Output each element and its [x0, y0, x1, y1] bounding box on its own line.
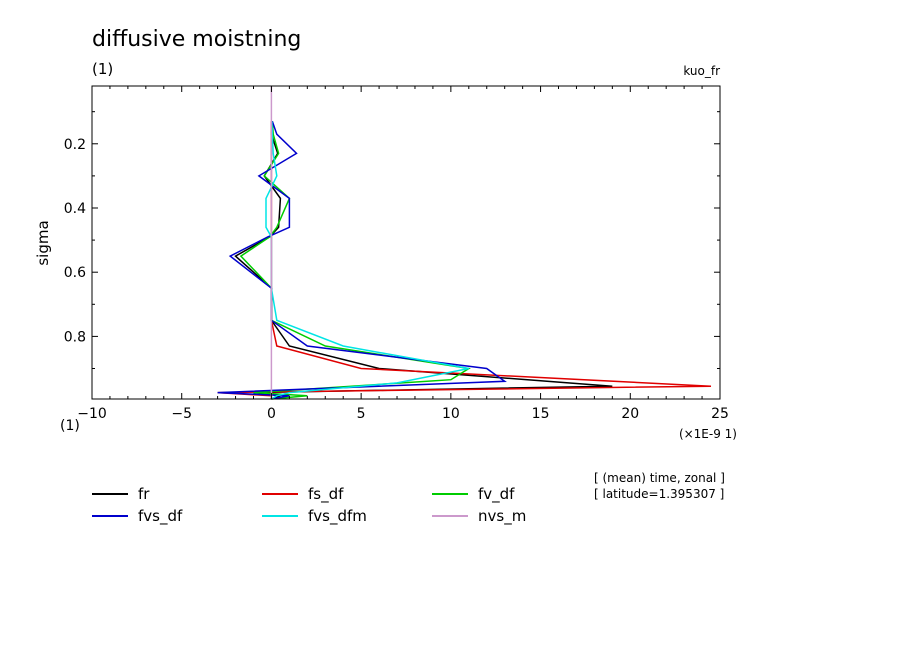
x-unit-left: (1)	[60, 418, 80, 434]
x-tick-label: −10	[77, 406, 107, 422]
legend: fr fs_df fv_df fvs_df fvs_dfm nvs_m	[92, 485, 526, 526]
chart-subtitle-right: kuo_fr	[683, 64, 720, 78]
chart-subtitle-left: (1)	[92, 60, 113, 78]
legend-item-nvs-m: nvs_m	[432, 507, 526, 526]
legend-item-fr: fr	[92, 485, 150, 503]
y-tick-label: 0.6	[64, 265, 86, 281]
annotation-line-1: [ (mean) time, zonal ]	[594, 471, 725, 485]
legend-item-fs-df: fs_df	[262, 485, 344, 504]
x-tick-label: 20	[621, 406, 639, 422]
y-axis-label: sigma	[34, 220, 52, 265]
series-line-fvs-df	[217, 121, 507, 400]
y-tick-label: 0.8	[64, 329, 86, 345]
legend-label: fr	[138, 485, 150, 503]
y-tick-label: 0.4	[64, 201, 86, 217]
x-tick-label: 5	[357, 406, 366, 422]
legend-label: fvs_dfm	[308, 507, 367, 526]
legend-label: fv_df	[478, 485, 515, 504]
x-tick-label: 15	[532, 406, 550, 422]
series-layer	[217, 86, 712, 400]
legend-item-fv-df: fv_df	[432, 485, 515, 504]
y-tick-label: 0.2	[64, 137, 86, 153]
plot-frame	[91, 85, 721, 400]
annotation-line-2: [ latitude=1.395307 ]	[594, 487, 724, 501]
tick-layer: −10 −5 0 5 10 15 20 25 0.2 0.4 0.6 0.8	[64, 86, 729, 422]
x-tick-label: 25	[711, 406, 729, 422]
legend-item-fvs-dfm: fvs_dfm	[262, 507, 367, 526]
x-tick-label: −5	[171, 406, 192, 422]
x-tick-label: 10	[442, 406, 460, 422]
legend-label: fs_df	[308, 485, 344, 504]
chart-title: diffusive moistning	[92, 27, 301, 52]
series-line-fvs-dfm	[265, 121, 469, 400]
series-line-fs-df	[217, 121, 712, 399]
x-unit-right: (×1E-9 1)	[679, 427, 737, 441]
legend-item-fvs-df: fvs_df	[92, 507, 183, 526]
legend-label: fvs_df	[138, 507, 183, 526]
legend-label: nvs_m	[478, 507, 526, 526]
series-line-fr	[234, 121, 613, 400]
x-tick-label: 0	[267, 406, 276, 422]
